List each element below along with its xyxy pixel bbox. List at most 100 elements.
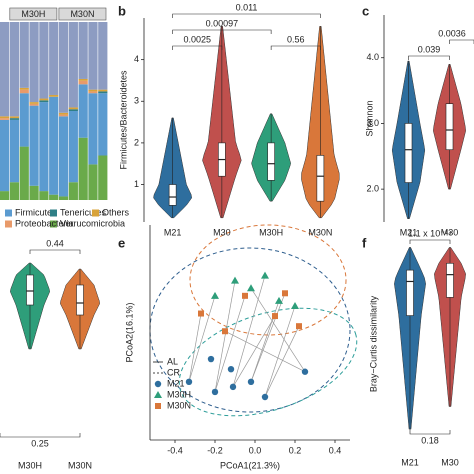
bar-segment (78, 78, 88, 81)
legend-marker (154, 391, 162, 398)
legend-label: Tenericutes (60, 207, 107, 217)
panel-letter: b (118, 3, 126, 18)
legend-label: Firmicutes (15, 207, 57, 217)
point (261, 271, 269, 279)
group-ellipse (189, 224, 347, 336)
box (404, 123, 413, 183)
pair-line (250, 293, 286, 382)
bracket (172, 45, 223, 50)
bar-segment (0, 22, 10, 117)
box (76, 284, 84, 316)
p-value: 0.0025 (183, 34, 211, 44)
panel-letter: f (362, 235, 367, 250)
point (296, 323, 302, 330)
bar-segment (0, 116, 10, 119)
x-tick-label: -0.4 (167, 445, 183, 455)
point (242, 292, 248, 299)
bar-segment (29, 103, 39, 106)
bar-segment (39, 191, 49, 200)
pair-line (188, 295, 216, 382)
p-value: 0.44 (46, 238, 64, 248)
bracket (409, 239, 451, 244)
x-tick-label: M30 (213, 227, 231, 237)
bracket (29, 249, 81, 254)
bar-segment (9, 182, 20, 200)
legend-label: M30H (167, 389, 191, 399)
legend-marker (155, 403, 161, 409)
legend-label: CR (167, 367, 180, 377)
bar-segment (88, 22, 98, 90)
p-value: 0.18 (421, 435, 439, 445)
x-tick-label: M30N (68, 460, 92, 470)
box (446, 262, 454, 298)
y-axis-label: PCoA2(16.1%) (124, 302, 134, 362)
legend-marker (154, 380, 162, 388)
p-value: 0.00097 (206, 18, 239, 28)
bracket (449, 39, 474, 44)
box (445, 103, 454, 151)
panel-letter: e (118, 235, 125, 250)
pair-line (224, 330, 306, 373)
legend-label: Others (102, 207, 130, 217)
x-tick-label: 0.4 (329, 445, 342, 455)
group-header (9, 7, 58, 21)
bar-segment (29, 185, 39, 200)
group-ellipse (149, 247, 351, 413)
bar-segment (58, 112, 69, 115)
pair-line (250, 288, 306, 372)
x-tick-label: M21 (164, 227, 182, 237)
y-tick-label: 1 (134, 179, 139, 189)
bracket (172, 13, 321, 18)
bar-segment (39, 102, 49, 192)
y-tick-label: 3 (134, 96, 139, 106)
x-axis-label: PCoA1(21.3%) (220, 460, 280, 470)
x-tick-label: M30 (441, 227, 459, 237)
bar-segment (49, 96, 59, 195)
bar-segment (39, 22, 49, 99)
bar-segment (98, 89, 108, 92)
bar-segment (19, 89, 29, 94)
legend-label: AL (167, 356, 178, 366)
x-tick-label: 0.0 (249, 445, 262, 455)
bar-segment (88, 89, 98, 92)
y-tick-label: 2 (134, 137, 139, 147)
bracket (408, 55, 450, 60)
x-tick-label: M30N (308, 227, 332, 237)
legend-label: M30N (167, 400, 191, 410)
bar-segment (98, 93, 108, 156)
bar-segment (78, 80, 88, 85)
bar-segment (9, 119, 20, 183)
bar-segment (49, 22, 59, 95)
legend-swatch (5, 209, 12, 217)
bar-segment (78, 22, 88, 79)
point (247, 378, 255, 386)
legend-swatch (50, 220, 57, 228)
point (282, 290, 288, 297)
y-axis-label: Bray−Curtis dissimilarity (368, 295, 378, 392)
bar-segment (58, 114, 69, 117)
group-label: M30H (21, 9, 45, 19)
bar-segment (9, 116, 20, 119)
bar-segment (0, 118, 10, 120)
point (227, 365, 235, 373)
point (261, 393, 269, 401)
bracket (270, 45, 321, 50)
y-tick-label: 4.0 (366, 52, 379, 62)
x-tick-label: M21 (401, 457, 419, 467)
bar-segment (39, 98, 49, 101)
point (301, 368, 309, 375)
box (168, 184, 177, 206)
bar-segment (68, 22, 78, 108)
box (267, 142, 275, 181)
bar-segment (29, 105, 39, 186)
point (211, 291, 219, 299)
bar-segment (0, 119, 10, 192)
bar-segment (68, 111, 78, 183)
point (291, 301, 299, 309)
bar-segment (98, 22, 108, 90)
bar-segment (78, 84, 88, 138)
pair-line (232, 275, 266, 387)
point (198, 310, 204, 317)
bar-segment (9, 22, 20, 117)
bar-segment (39, 100, 49, 103)
